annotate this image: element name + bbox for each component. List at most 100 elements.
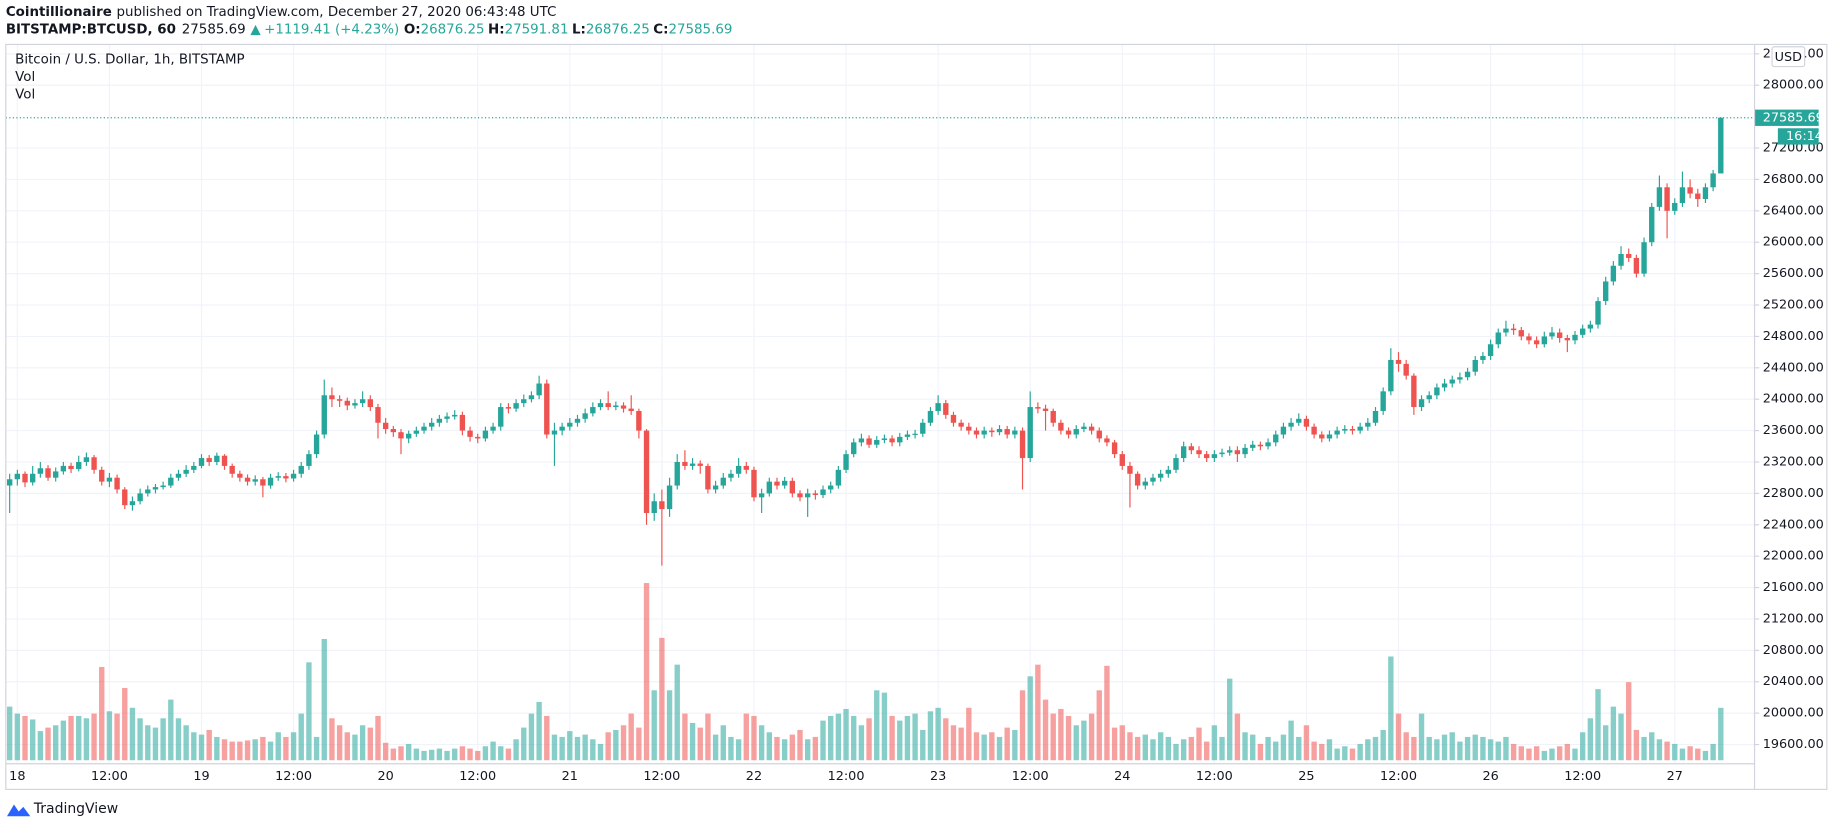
volume-bar	[221, 739, 228, 761]
candle-body	[1019, 430, 1026, 459]
grid	[5, 44, 1755, 764]
volume-bar	[1395, 713, 1402, 761]
volume-bar	[613, 729, 619, 761]
volume-bar	[1004, 727, 1010, 761]
candle-body	[198, 458, 205, 466]
candle-body	[843, 454, 849, 470]
candle-body	[912, 433, 918, 435]
ohlc-value: 26876.25	[586, 22, 650, 37]
volume-bar	[1012, 729, 1018, 761]
chart-border	[5, 43, 1828, 790]
candle-body	[1081, 426, 1087, 430]
candle-body	[1319, 434, 1325, 439]
candle-body	[689, 463, 696, 466]
volume-bar	[1204, 741, 1210, 761]
candle-body	[405, 433, 412, 439]
candle-body	[99, 469, 105, 482]
x-tick-label: 22	[746, 769, 762, 784]
y-tick-label: 26800.00	[1763, 172, 1824, 187]
x-tick-label: 19	[193, 769, 209, 784]
candle-body	[152, 487, 159, 490]
volume-bar	[106, 711, 113, 761]
candle-body	[643, 430, 650, 514]
candle-body	[145, 489, 151, 494]
volume-bar	[774, 736, 780, 761]
volume-bar	[14, 713, 21, 761]
volume-bar	[666, 690, 673, 761]
volume-bar	[352, 734, 358, 761]
volume-bar	[1111, 727, 1118, 761]
volume-bar	[973, 732, 980, 761]
volume-bar	[344, 732, 350, 761]
volume-bar	[498, 746, 504, 761]
volume-bar	[605, 732, 611, 761]
volume-bar	[452, 748, 458, 761]
volume-bar	[336, 725, 343, 761]
volume-bar	[651, 690, 657, 761]
candle-body	[1134, 473, 1141, 486]
candle-body	[475, 436, 481, 439]
volume-bar	[628, 713, 634, 761]
candle-body	[989, 430, 995, 433]
ohlc-value: 26876.25	[421, 22, 485, 37]
y-tick-label: 25600.00	[1763, 266, 1824, 281]
x-tick-label: 21	[562, 769, 578, 784]
candle-body	[1434, 387, 1440, 396]
volume-bar	[1265, 736, 1271, 761]
candle-body	[1388, 359, 1394, 392]
volume-bar	[321, 639, 327, 761]
candle-body	[1633, 257, 1640, 274]
volume-bar	[398, 746, 404, 761]
ohlc-label: C:	[653, 22, 668, 37]
volume-bar	[1134, 736, 1141, 761]
candle-body	[559, 426, 565, 431]
y-tick-label: 21600.00	[1763, 580, 1824, 595]
ohlc-value: 27585.69	[668, 22, 732, 37]
volume-bar	[459, 746, 466, 761]
volume-bar	[1065, 715, 1072, 761]
volume-bar	[298, 713, 304, 761]
volume-bar	[1411, 736, 1417, 761]
candle-body	[175, 473, 182, 478]
candle-body	[958, 422, 964, 427]
volume-bar	[290, 732, 297, 761]
volume-bar	[889, 715, 895, 761]
volume-bar	[1595, 689, 1601, 761]
candle-body	[528, 395, 535, 400]
candle-body	[1472, 359, 1478, 372]
candle-body	[1119, 454, 1125, 466]
volume-bar	[91, 713, 97, 761]
logo-text: TradingView	[33, 801, 118, 817]
candle-body	[1480, 356, 1486, 360]
candle-body	[820, 489, 826, 495]
volume-bar	[45, 727, 51, 761]
candle-body	[943, 403, 949, 415]
candle-body	[1088, 426, 1095, 431]
last-price-box	[1754, 109, 1819, 126]
volume-bar	[513, 739, 519, 761]
volume-bar	[528, 713, 535, 761]
volume-bar	[751, 715, 757, 761]
candle-body	[1058, 422, 1064, 431]
candle-body	[513, 403, 519, 409]
volume-bar	[198, 734, 205, 761]
y-tick-label: 24800.00	[1763, 329, 1824, 344]
volume-bar	[935, 707, 941, 761]
y-tick-label: 26000.00	[1763, 235, 1824, 250]
volume-bar	[1718, 707, 1724, 761]
volume-bar	[405, 743, 412, 761]
volume-bar	[636, 727, 642, 761]
volume-bar	[390, 748, 397, 761]
volume-bar	[1334, 748, 1340, 761]
candle-body	[567, 422, 573, 427]
candle-body	[283, 476, 289, 479]
volume-bar	[559, 736, 565, 761]
logo: TradingView	[6, 801, 118, 817]
volume-bar	[444, 750, 450, 761]
volume-bar	[1472, 734, 1478, 761]
volume-bar	[436, 748, 443, 761]
volume-bar	[421, 750, 427, 761]
candle-body	[966, 426, 972, 431]
volume-bar	[1503, 736, 1509, 761]
candle-body	[1157, 473, 1164, 478]
